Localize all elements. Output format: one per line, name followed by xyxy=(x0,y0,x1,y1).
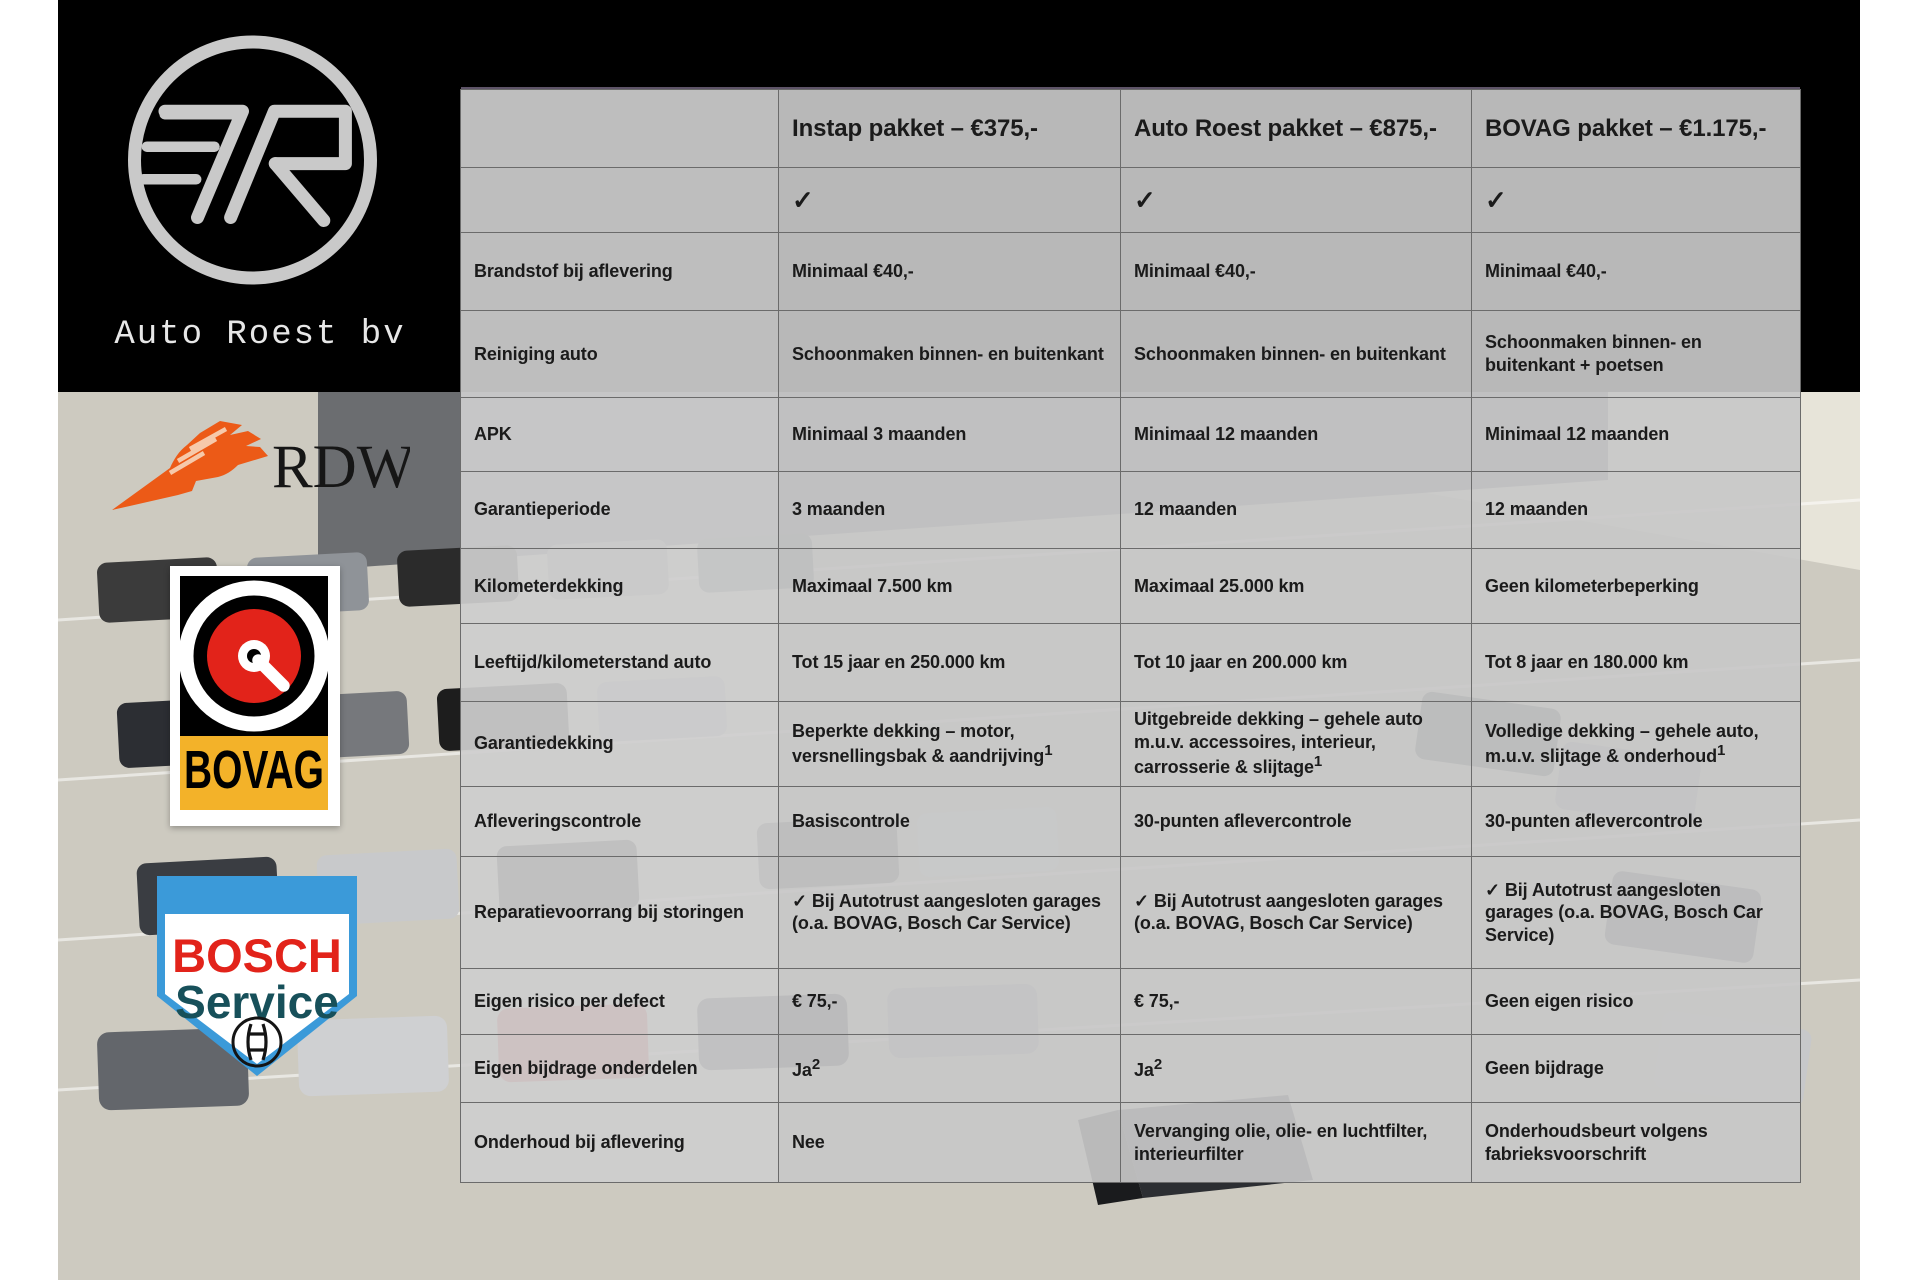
svg-text:BOSCH: BOSCH xyxy=(172,929,342,982)
svg-text:RDW: RDW xyxy=(272,434,410,501)
svg-text:BOVAG: BOVAG xyxy=(184,740,324,800)
svg-text:Service: Service xyxy=(175,976,339,1028)
